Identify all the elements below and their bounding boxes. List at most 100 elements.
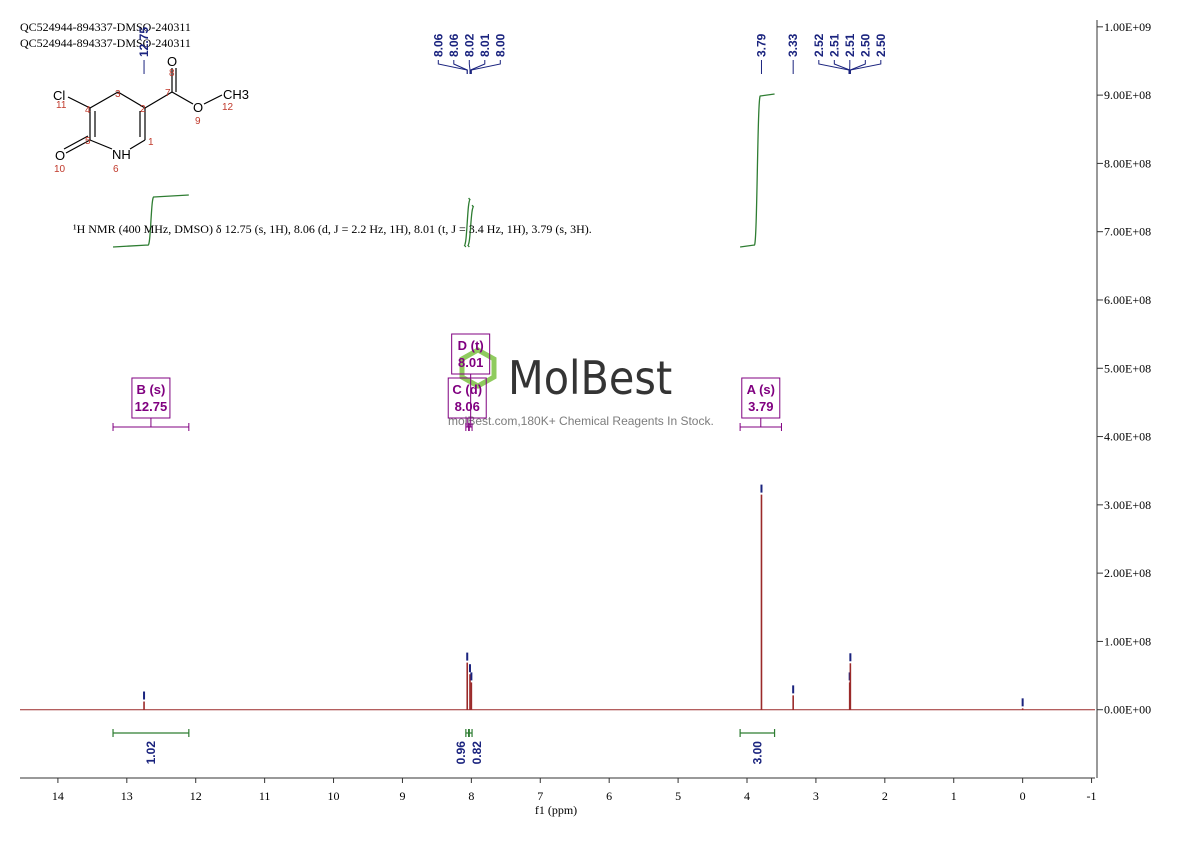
watermark-brand: MolBest bbox=[508, 351, 672, 405]
x-tick-label: 4 bbox=[744, 789, 750, 803]
peak-label-line bbox=[470, 60, 486, 74]
atom-number: 7 bbox=[165, 88, 171, 99]
peak-label-line bbox=[470, 60, 501, 74]
x-tick-label: 3 bbox=[813, 789, 819, 803]
x-tick-label: 1 bbox=[951, 789, 957, 803]
peak-label: 12.75 bbox=[137, 27, 151, 57]
watermark-logo bbox=[459, 347, 497, 389]
x-tick-label: 6 bbox=[606, 789, 612, 803]
atom-label: NH bbox=[112, 147, 131, 162]
atom-number: 4 bbox=[85, 105, 91, 116]
atom-number: 6 bbox=[113, 164, 119, 175]
y-tick-label: 4.00E+08 bbox=[1104, 430, 1151, 444]
atom-number: 12 bbox=[222, 102, 234, 113]
integral-curve bbox=[463, 197, 471, 248]
atom-number: 2 bbox=[140, 104, 146, 115]
peak-label: 3.79 bbox=[754, 33, 768, 57]
x-tick-label: 13 bbox=[121, 789, 133, 803]
x-tick-label: 7 bbox=[537, 789, 543, 803]
y-tick-label: 1.00E+08 bbox=[1104, 634, 1151, 648]
integral-bracket bbox=[739, 729, 776, 737]
y-tick-label: 8.00E+08 bbox=[1104, 156, 1151, 170]
atom-number: 5 bbox=[85, 136, 91, 147]
y-tick-label: 2.00E+08 bbox=[1104, 566, 1151, 580]
y-tick-label: 3.00E+08 bbox=[1104, 498, 1151, 512]
multiplet-range bbox=[739, 423, 782, 431]
y-tick-label: 9.00E+08 bbox=[1104, 88, 1151, 102]
integral-curve bbox=[112, 194, 189, 248]
peak-label: 8.00 bbox=[493, 33, 507, 57]
x-tick-label: 10 bbox=[328, 789, 340, 803]
nmr-description: ¹H NMR (400 MHz, DMSO) δ 12.75 (s, 1H), … bbox=[73, 222, 592, 236]
peak-label: 2.51 bbox=[843, 33, 857, 57]
x-tick-label: 9 bbox=[399, 789, 405, 803]
watermark: MolBest molBest.com,180K+ Chemical Reage… bbox=[448, 347, 714, 428]
peak-label-line bbox=[468, 60, 471, 74]
atom-label: O bbox=[55, 148, 65, 163]
atom-label: O bbox=[193, 100, 203, 115]
peak-label-line bbox=[453, 60, 468, 74]
peak-label-line bbox=[818, 60, 850, 74]
integral-curve bbox=[740, 93, 775, 248]
integral-label: 0.96 bbox=[454, 741, 468, 765]
multiplet-name: D (t) bbox=[458, 338, 484, 353]
multiplet-range bbox=[112, 423, 190, 431]
y-tick-label: 6.00E+08 bbox=[1104, 293, 1151, 307]
x-tick-label: 2 bbox=[882, 789, 888, 803]
peak-label: 3.33 bbox=[786, 33, 800, 57]
peak-label-line bbox=[849, 60, 882, 74]
peak-label: 2.50 bbox=[858, 33, 872, 57]
x-axis-label: f1 (ppm) bbox=[535, 803, 577, 817]
molecule: Cl O O CH3 NH O 1 2 3 4 5 6 7 8 9 10 11 … bbox=[53, 54, 249, 175]
x-tick-label: 5 bbox=[675, 789, 681, 803]
integral-bracket bbox=[468, 729, 473, 737]
multiplet-shift: 8.06 bbox=[455, 399, 480, 414]
atom-number: 8 bbox=[169, 68, 175, 79]
header-line: QC524944-894337-DMSO-240311 bbox=[20, 36, 191, 50]
integral-label: 3.00 bbox=[750, 741, 764, 765]
peak-label: 2.52 bbox=[812, 33, 826, 57]
multiplet-shift: 3.79 bbox=[748, 399, 773, 414]
multiplet-name: C (d) bbox=[452, 382, 482, 397]
atom-number: 3 bbox=[115, 89, 121, 100]
atom-number: 10 bbox=[54, 164, 66, 175]
header-line: QC524944-894337-DMSO-240311 bbox=[20, 20, 191, 34]
multiplet-range bbox=[465, 423, 470, 431]
atom-label: Cl bbox=[53, 88, 65, 103]
x-tick-label: 8 bbox=[468, 789, 474, 803]
integral-bracket bbox=[112, 729, 190, 737]
x-tick-label: 14 bbox=[52, 789, 64, 803]
integral-label: 0.82 bbox=[470, 741, 484, 765]
x-tick-label: 0 bbox=[1020, 789, 1026, 803]
watermark-tagline: molBest.com,180K+ Chemical Reagents In S… bbox=[448, 414, 714, 428]
x-tick-label: -1 bbox=[1087, 789, 1097, 803]
integral-label: 1.02 bbox=[144, 741, 158, 765]
peak-label: 8.06 bbox=[447, 33, 461, 57]
peak-label: 8.06 bbox=[431, 33, 445, 57]
multiplet-name: B (s) bbox=[136, 382, 165, 397]
x-tick-label: 11 bbox=[259, 789, 271, 803]
integral-bracket bbox=[465, 729, 470, 737]
peak-label: 2.50 bbox=[874, 33, 888, 57]
peak-label: 8.02 bbox=[462, 33, 476, 57]
integral-curve bbox=[467, 204, 475, 248]
atom-label: CH3 bbox=[223, 87, 249, 102]
y-tick-label: 7.00E+08 bbox=[1104, 225, 1151, 239]
peak-label-line bbox=[833, 60, 851, 74]
peak-label-line bbox=[437, 60, 468, 74]
atom-number: 1 bbox=[148, 137, 154, 148]
peak-label: 8.01 bbox=[478, 33, 492, 57]
multiplet-name: A (s) bbox=[747, 382, 775, 397]
multiplet-shift: 12.75 bbox=[135, 399, 168, 414]
atom-label: O bbox=[167, 54, 177, 69]
atom-number: 9 bbox=[195, 116, 201, 127]
y-tick-label: 5.00E+08 bbox=[1104, 361, 1151, 375]
peak-label: 2.51 bbox=[827, 33, 841, 57]
x-tick-label: 12 bbox=[190, 789, 202, 803]
y-tick-label: 0.00E+00 bbox=[1104, 703, 1151, 717]
atom-number: 11 bbox=[56, 100, 67, 111]
y-tick-label: 1.00E+09 bbox=[1104, 20, 1151, 34]
multiplet-shift: 8.01 bbox=[458, 355, 483, 370]
